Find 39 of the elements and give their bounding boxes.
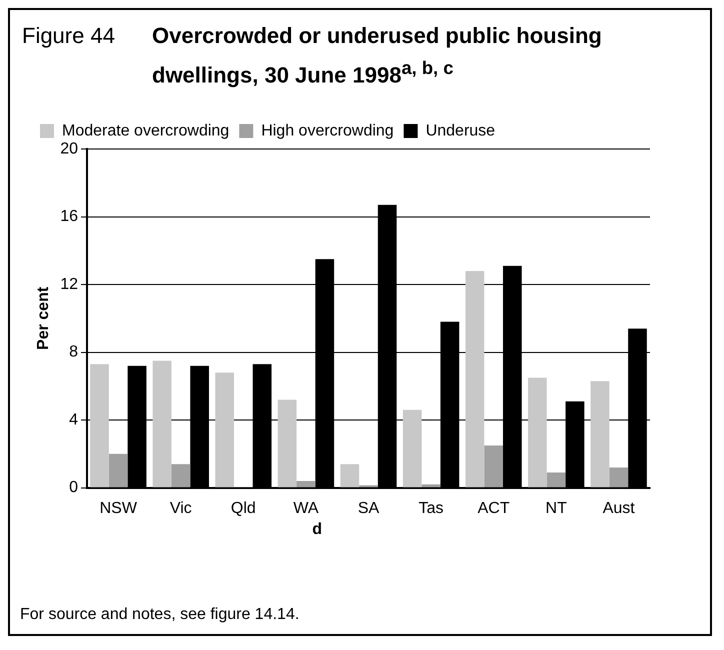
x-tick-label: Vic: [170, 500, 192, 518]
y-tick-label: 8: [69, 344, 78, 362]
chart-subtitle: Overcrowded or underused public housing dwellings, 30 June 1998$^{a, b, c}$: [152, 22, 603, 90]
bar: [340, 464, 360, 488]
text: For source and notes, see figure 14.14.: [20, 606, 300, 624]
bar: [90, 364, 109, 488]
x-tick-label: SA: [358, 500, 380, 518]
x-tick-label: Tas: [418, 500, 444, 518]
legend-label: Moderate overcrowding: [62, 122, 230, 140]
bar: [422, 484, 440, 488]
chart-title: Figure 44: [22, 22, 116, 50]
bar: [296, 481, 316, 488]
y-tick-label: 16: [60, 208, 78, 226]
y-tick-label: 20: [60, 140, 78, 158]
legend-label: Underuse: [426, 122, 496, 140]
bar: [484, 446, 503, 488]
y-axis-title: Per cent: [35, 286, 52, 350]
text: d: [312, 522, 322, 539]
bar: [108, 454, 128, 488]
bar: [528, 378, 547, 488]
x-tick-label: NSW: [100, 500, 138, 518]
y-tick-label: 0: [69, 480, 78, 497]
x-tick-label: ACT: [478, 500, 510, 518]
bar: [152, 361, 172, 488]
x-tick-label: Qld: [230, 500, 256, 518]
x-tick-label: Aust: [602, 500, 636, 518]
bar: [609, 468, 628, 488]
bar: [590, 381, 610, 488]
bar: [171, 464, 190, 488]
y-tick-label: 12: [60, 276, 78, 294]
bar: [278, 400, 297, 488]
legend-label: High overcrowding: [261, 122, 394, 140]
x-tick-label: NT: [546, 500, 568, 518]
bar: [546, 472, 566, 488]
bar: [215, 372, 234, 488]
bar: [465, 271, 484, 488]
y-tick-label: 4: [69, 412, 78, 429]
bar: [402, 410, 422, 488]
x-tick-label: WA: [293, 500, 319, 518]
